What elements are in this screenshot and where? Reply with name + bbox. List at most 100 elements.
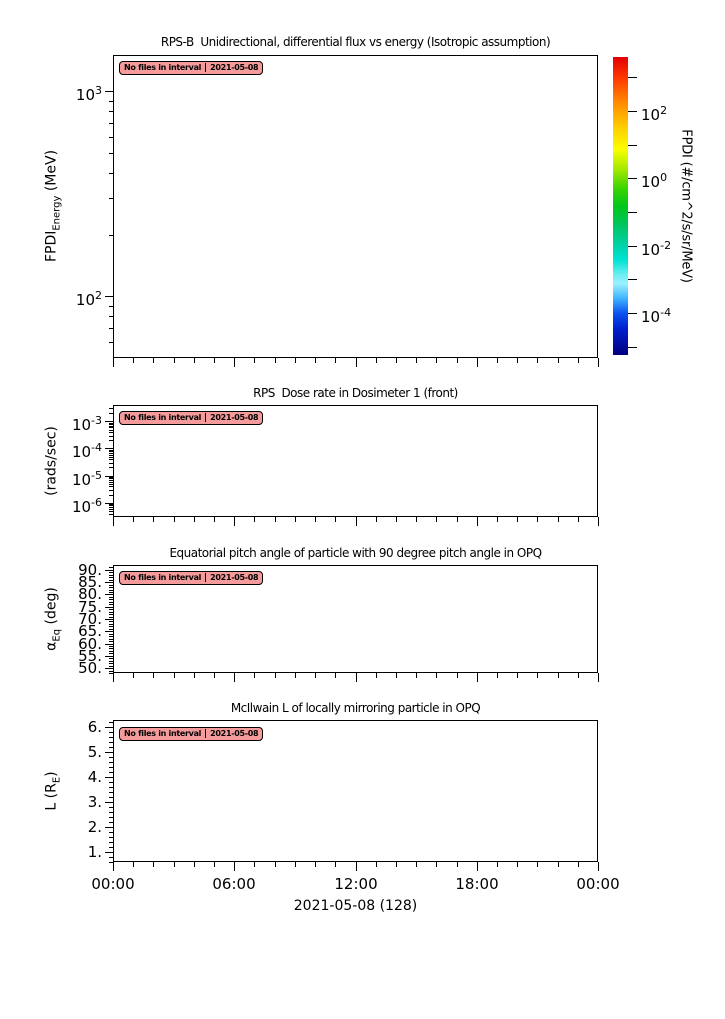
x-minor-tick	[274, 517, 276, 522]
y-minor-tick	[109, 459, 113, 461]
y-minor-tick	[109, 727, 113, 729]
y-minor-tick	[109, 623, 113, 625]
y-minor-tick	[109, 449, 113, 451]
y-minor-tick	[109, 451, 113, 453]
log-tick-text: 102	[75, 289, 102, 310]
y-minor-tick	[109, 111, 113, 112]
badge-date: 2021-05-08	[205, 413, 259, 422]
x-tick-label: 06:00	[212, 875, 256, 893]
y-tick-label: 65.	[78, 622, 102, 641]
y-tick-label: 10-3	[0, 412, 102, 434]
y-minor-tick	[109, 847, 113, 849]
x-major-tick	[598, 517, 599, 526]
badge-date: 2021-05-08	[205, 573, 259, 582]
y-minor-tick	[109, 234, 113, 236]
y-tick-label: 6.	[87, 718, 102, 737]
y-minor-tick	[109, 604, 113, 606]
x-minor-tick	[436, 673, 438, 678]
x-minor-tick	[456, 358, 458, 363]
x-minor-tick	[214, 358, 216, 363]
x-minor-tick	[173, 358, 175, 363]
y-minor-tick	[109, 619, 113, 620]
y-tick-label: 55.	[78, 646, 102, 665]
x-major-tick	[113, 358, 114, 367]
x-minor-tick	[315, 862, 317, 867]
y-minor-tick	[109, 752, 113, 754]
y-tick-label: 2.	[87, 818, 102, 837]
colorbar-tick	[628, 279, 637, 281]
y-tick-label: 50.	[78, 659, 102, 678]
colorbar-gradient	[613, 57, 628, 355]
colorbar-tick	[628, 144, 637, 146]
x-minor-tick	[254, 358, 256, 363]
log-tick-text: 10-6	[71, 495, 102, 516]
y-minor-tick	[109, 673, 113, 674]
y-minor-tick	[109, 660, 113, 662]
badge-text: No files in interval	[124, 573, 202, 582]
x-minor-tick	[335, 517, 337, 522]
y-axis-label-flux: FPDIEnergy (MeV)	[44, 150, 63, 262]
y-minor-tick	[109, 423, 113, 425]
y-major-tick	[105, 502, 113, 504]
y-axis-label-text: FPDI	[43, 230, 60, 263]
y-tick-label: 1.	[87, 843, 102, 862]
log-tick-text: 10-2	[641, 238, 672, 259]
y-minor-tick	[109, 792, 113, 794]
y-tick-label: 4.	[87, 768, 102, 787]
x-minor-tick	[577, 673, 579, 678]
y-axis-label-text: (MeV)	[43, 149, 60, 196]
y-minor-tick	[109, 862, 113, 863]
y-tick-label: 3.	[87, 793, 102, 812]
log-tick-text: 102	[641, 103, 668, 124]
y-major-tick	[105, 91, 113, 93]
y-minor-tick	[109, 136, 113, 138]
y-minor-tick	[109, 670, 113, 672]
y-minor-tick	[109, 440, 113, 442]
x-minor-tick	[577, 862, 579, 867]
x-minor-tick	[133, 517, 135, 522]
y-minor-tick	[109, 479, 113, 481]
y-minor-tick	[109, 614, 113, 616]
x-major-tick	[476, 673, 478, 682]
x-minor-tick	[577, 517, 579, 522]
y-minor-tick	[109, 747, 113, 749]
y-minor-tick	[109, 663, 113, 665]
panel-title-dose-rate: RPS Dose rate in Dosimeter 1 (front)	[253, 386, 458, 400]
colorbar-tick-label: 102	[641, 102, 667, 124]
y-minor-tick	[109, 601, 113, 603]
x-minor-tick	[436, 862, 438, 867]
log-tick-text: 10-4	[641, 305, 672, 326]
y-minor-tick	[109, 316, 113, 318]
x-minor-tick	[274, 673, 276, 678]
y-minor-tick	[109, 626, 113, 628]
y-minor-tick	[109, 782, 113, 784]
x-minor-tick	[133, 358, 135, 363]
colorbar-label: FPDI (#/cm^2/s/sr/MeV)	[678, 129, 694, 283]
y-axis-label-sub: Energy	[51, 195, 63, 231]
y-tick-label: 60.	[78, 634, 102, 653]
y-minor-tick	[109, 668, 113, 670]
x-minor-tick	[294, 862, 296, 867]
x-major-tick	[476, 517, 478, 526]
x-major-tick	[598, 358, 599, 367]
x-minor-tick	[133, 673, 135, 678]
x-minor-tick	[395, 358, 397, 363]
x-major-tick	[234, 358, 236, 367]
x-minor-tick	[254, 673, 256, 678]
y-minor-tick	[109, 658, 113, 660]
y-minor-tick	[109, 584, 113, 586]
no-files-badge-dose-rate: No files in interval 2021-05-08	[119, 411, 264, 425]
panel-title-flux: RPS-B Unidirectional, differential flux …	[160, 35, 551, 49]
x-minor-tick	[173, 517, 175, 522]
y-minor-tick	[109, 429, 113, 431]
colorbar-tick	[628, 245, 637, 247]
y-minor-tick	[109, 638, 113, 640]
y-major-tick	[105, 421, 113, 423]
x-minor-tick	[254, 862, 256, 867]
y-minor-tick	[109, 567, 113, 569]
x-minor-tick	[557, 358, 559, 363]
x-minor-tick	[517, 862, 519, 867]
y-major-tick	[105, 448, 113, 450]
y-minor-tick	[109, 772, 113, 774]
